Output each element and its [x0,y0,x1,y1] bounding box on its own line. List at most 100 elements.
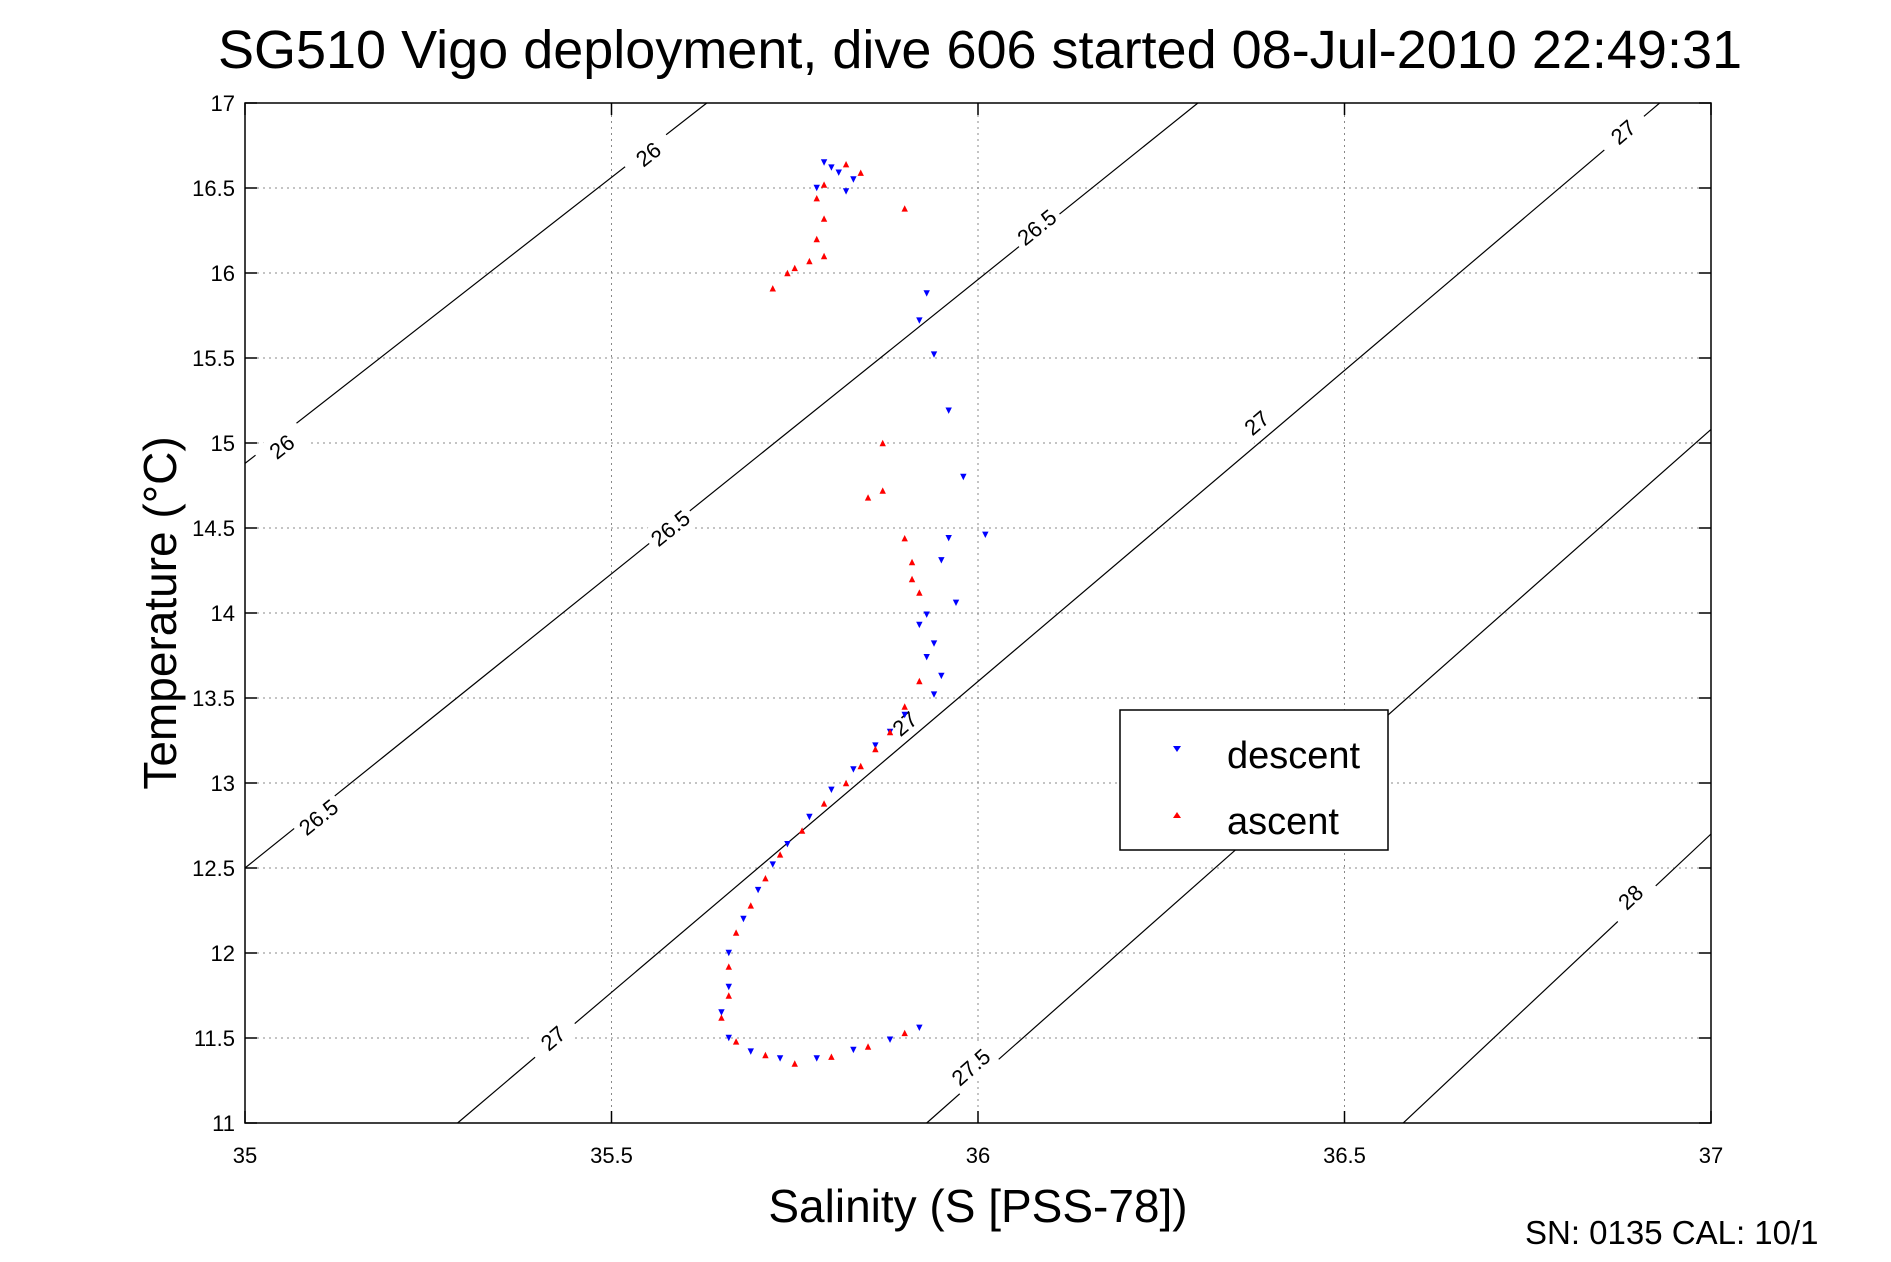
descent-point [813,184,820,192]
ascent-point [908,575,916,583]
x-tick-label: 35.5 [590,1143,633,1168]
isopycnal-label-bg [941,1039,1000,1095]
descent-point [828,164,835,171]
descent-point [813,1055,820,1062]
x-tick-label: 35 [233,1143,257,1168]
ascent-point [732,929,740,936]
ascent-point [864,1043,872,1050]
ascent-point [901,205,908,212]
descent-point [886,1036,894,1043]
ascent-point [916,589,923,596]
y-tick-label: 11.5 [194,1026,235,1051]
x-tick-label: 36 [966,1143,990,1168]
descent-point [776,1055,784,1062]
legend-label-ascent: ascent [1227,801,1339,843]
ascent-point [879,487,886,494]
isopycnal-label-bg [289,789,348,845]
ascent-point [901,1029,908,1037]
ascent-point [791,264,798,272]
ascent-point [864,494,872,501]
y-axis-ticks: 11 11.5 12 12.5 13 13.5 14 14.5 15 15.5 16 16.5 17 [192,91,1711,1136]
ascent-point [784,269,791,277]
descent-point [930,691,938,698]
y-tick-label: 16.5 [192,176,235,201]
descent-point [960,473,967,481]
isopycnal-label-bg [619,126,678,182]
descent-point [930,351,938,358]
x-axis-ticks: 35 35.5 36 36.5 37 [233,103,1723,1168]
isopycnal-label-bg [523,1010,582,1066]
y-tick-label: 13 [211,771,235,796]
x-tick-label: 36.5 [1323,1143,1366,1168]
descent-point [754,886,762,894]
ascent-point [842,161,850,168]
ascent-point [901,535,908,542]
grid [245,103,1711,1123]
y-tick-label: 12.5 [192,856,235,881]
descent-point [806,813,813,821]
descent-point [938,672,945,680]
serial-calibration-note: SN: 0135 CAL: 10/1 [1525,1214,1819,1251]
descent-point [725,983,732,991]
isopycnal-label-bg [875,696,934,751]
ascent-point [806,257,813,265]
descent-point [842,188,850,195]
ascent-point [798,827,806,834]
ascent-point [762,1051,769,1059]
ascent-point [886,728,894,736]
ascent-point [747,902,754,909]
y-tick-label: 12 [211,941,235,966]
ascent-point [908,558,916,566]
isopycnal-label-bg [252,419,311,474]
legend-label-descent: descent [1227,735,1361,777]
descent-point [916,1024,923,1031]
ascent-point [857,169,864,176]
descent-point [916,317,923,324]
y-tick-label: 15.5 [192,346,235,371]
y-tick-label: 16 [211,261,235,286]
descent-point [725,949,732,957]
ascent-point [769,285,776,292]
y-tick-label: 13.5 [192,686,235,711]
y-tick-label: 17 [211,91,235,116]
ascent-point [718,1014,725,1021]
isopycnal-label-bg [1601,868,1659,925]
descent-point [850,176,857,183]
descent-point [916,621,923,629]
isopycnal-label-bg [1007,199,1066,255]
ascent-point [842,779,850,787]
x-tick-label: 37 [1699,1143,1723,1168]
y-tick-label: 11 [212,1111,235,1136]
descent-point [747,1048,754,1055]
y-tick-label: 14.5 [192,516,235,541]
ascent-point [813,195,820,202]
descent-point [769,861,776,868]
descent-point [828,786,835,793]
isopycnal-label-bg [641,500,700,556]
legend-marker-descent [1173,746,1181,752]
legend-box [1119,709,1389,851]
ascent-point [820,215,828,222]
y-axis-label: Temperature (°C) [134,436,186,789]
descent-point [923,611,930,618]
descent-point [872,742,879,749]
ascent-point [820,800,828,807]
ascent-point [879,439,886,447]
descent-point [930,640,938,647]
descent-point [718,1009,725,1016]
descent-point [923,290,930,297]
ascent-point [762,875,769,882]
legend-marker-ascent [1173,812,1181,818]
isopycnal-line [457,102,1661,1124]
ascent-point [820,181,828,188]
ascent-point [732,1038,740,1045]
ascent-point [828,1053,835,1060]
descent-point [820,159,828,166]
descent-point [784,841,791,848]
y-tick-label: 14 [211,601,235,626]
descent-point [850,766,857,773]
x-axis-label: Salinity (S [PSS-78]) [768,1180,1187,1232]
legend: descent ascent [1119,709,1389,851]
isopycnal-label-bg [1227,395,1286,451]
